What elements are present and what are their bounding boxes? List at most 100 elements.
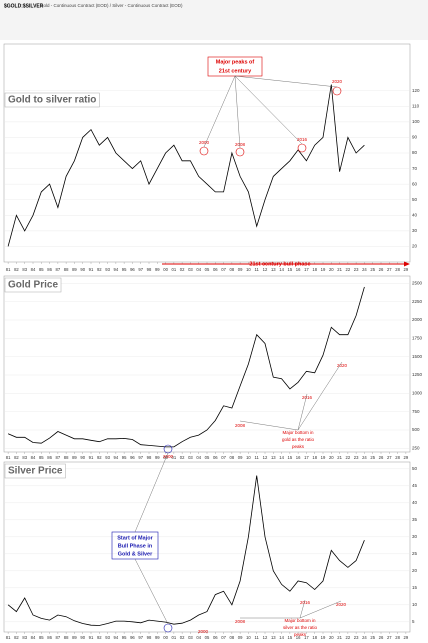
y-tick-label: 40: [412, 212, 418, 217]
panel-title: Gold Price: [8, 280, 58, 291]
x-tick-label: 27: [387, 455, 392, 460]
x-tick-label: 86: [47, 455, 52, 460]
x-tick-label: 15: [288, 455, 293, 460]
x-tick-label: 12: [263, 635, 268, 640]
y-tick-label: 15: [412, 585, 418, 590]
x-tick-label: 06: [213, 267, 218, 272]
price-line: [7, 475, 365, 626]
annotation: 2008: [235, 423, 246, 428]
y-tick-label: 60: [412, 181, 418, 186]
x-tick-label: 95: [122, 635, 127, 640]
x-tick-label: 85: [39, 635, 44, 640]
x-tick-label: 01: [172, 635, 177, 640]
x-tick-label: 19: [321, 635, 326, 640]
x-tick-label: 89: [72, 267, 77, 272]
x-tick-label: 07: [221, 455, 226, 460]
x-tick-label: 90: [80, 635, 85, 640]
callout-line: [203, 75, 236, 148]
annotation: silver as the ratio: [283, 625, 318, 630]
x-tick-label: 13: [271, 635, 276, 640]
x-tick-label: 28: [395, 455, 400, 460]
x-tick-label: 11: [255, 455, 260, 460]
x-tick-label: 15: [288, 267, 293, 272]
x-tick-label: 27: [387, 267, 392, 272]
x-tick-label: 02: [180, 267, 185, 272]
callout-line: [299, 599, 306, 619]
x-tick-label: 93: [105, 635, 110, 640]
y-tick-label: 1500: [412, 354, 423, 359]
x-tick-label: 92: [97, 455, 102, 460]
annotation: Major peaks of: [216, 59, 255, 65]
price-line: [7, 286, 365, 448]
annotation: 2000: [163, 454, 174, 459]
x-tick-label: 93: [105, 267, 110, 272]
y-tick-label: 20: [412, 244, 418, 249]
annotation: Major bottom in: [284, 618, 316, 623]
x-tick-label: 11: [255, 635, 260, 640]
x-tick-label: 20: [329, 267, 334, 272]
x-tick-label: 25: [370, 635, 375, 640]
panel-title: Gold to silver ratio: [8, 95, 96, 106]
title-box: [4, 463, 66, 479]
y-tick-label: 30: [412, 228, 418, 233]
x-tick-label: 98: [147, 635, 152, 640]
y-tick-label: 500: [412, 427, 420, 432]
y-tick-label: 40: [412, 500, 418, 505]
x-tick-label: 86: [47, 267, 52, 272]
x-tick-label: 88: [64, 635, 69, 640]
x-tick-label: 81: [6, 635, 11, 640]
x-tick-label: 08: [230, 267, 235, 272]
x-tick-label: 16: [296, 635, 301, 640]
x-tick-label: 05: [205, 267, 210, 272]
x-tick-label: 85: [39, 455, 44, 460]
x-tick-label: 27: [387, 635, 392, 640]
y-tick-label: 2000: [412, 317, 423, 322]
x-tick-label: 94: [114, 455, 119, 460]
panel: [3, 275, 411, 453]
callout-line: [134, 452, 169, 533]
annotation: 2020: [336, 602, 347, 607]
x-tick-label: 82: [14, 635, 19, 640]
x-tick-label: 82: [14, 455, 19, 460]
x-tick-label: 13: [271, 455, 276, 460]
x-tick-label: 08: [230, 635, 235, 640]
x-tick-label: 12: [263, 455, 268, 460]
x-tick-label: 09: [238, 267, 243, 272]
y-tick-label: 80: [412, 150, 418, 155]
header-subtitle: Gold - Continuous Contract (EOD) / Silve…: [40, 3, 183, 8]
x-tick-label: 91: [89, 267, 94, 272]
title-box: [4, 277, 62, 293]
callout-line: [297, 361, 343, 431]
x-tick-label: 17: [304, 455, 309, 460]
x-tick-label: 85: [39, 267, 44, 272]
y-tick-label: 30: [412, 534, 418, 539]
x-tick-label: 05: [205, 635, 210, 640]
arrow-head: [404, 261, 410, 267]
x-tick-label: 95: [122, 267, 127, 272]
x-tick-label: 08: [230, 455, 235, 460]
x-tick-label: 22: [346, 635, 351, 640]
x-tick-label: 96: [130, 455, 135, 460]
x-tick-label: 23: [354, 455, 359, 460]
x-tick-label: 00: [163, 635, 168, 640]
header-title: $GOLD:$SILVER: [4, 3, 44, 9]
y-tick-label: 120: [412, 88, 420, 93]
x-tick-label: 05: [205, 455, 210, 460]
x-tick-label: 98: [147, 267, 152, 272]
x-tick-label: 22: [346, 267, 351, 272]
y-tick-label: 750: [412, 409, 420, 414]
x-tick-label: 03: [188, 635, 193, 640]
x-tick-label: 95: [122, 455, 127, 460]
x-tick-label: 24: [362, 635, 367, 640]
x-tick-label: 99: [155, 267, 160, 272]
x-tick-label: 02: [180, 635, 185, 640]
annotation: Gold & Silver: [118, 551, 153, 557]
x-tick-label: 14: [279, 635, 284, 640]
x-tick-label: 24: [362, 267, 367, 272]
x-tick-label: 28: [395, 635, 400, 640]
x-tick-label: 15: [288, 635, 293, 640]
x-tick-label: 87: [56, 635, 61, 640]
x-tick-label: 29: [404, 455, 409, 460]
y-tick-label: 50: [412, 197, 418, 202]
x-tick-label: 14: [279, 455, 284, 460]
